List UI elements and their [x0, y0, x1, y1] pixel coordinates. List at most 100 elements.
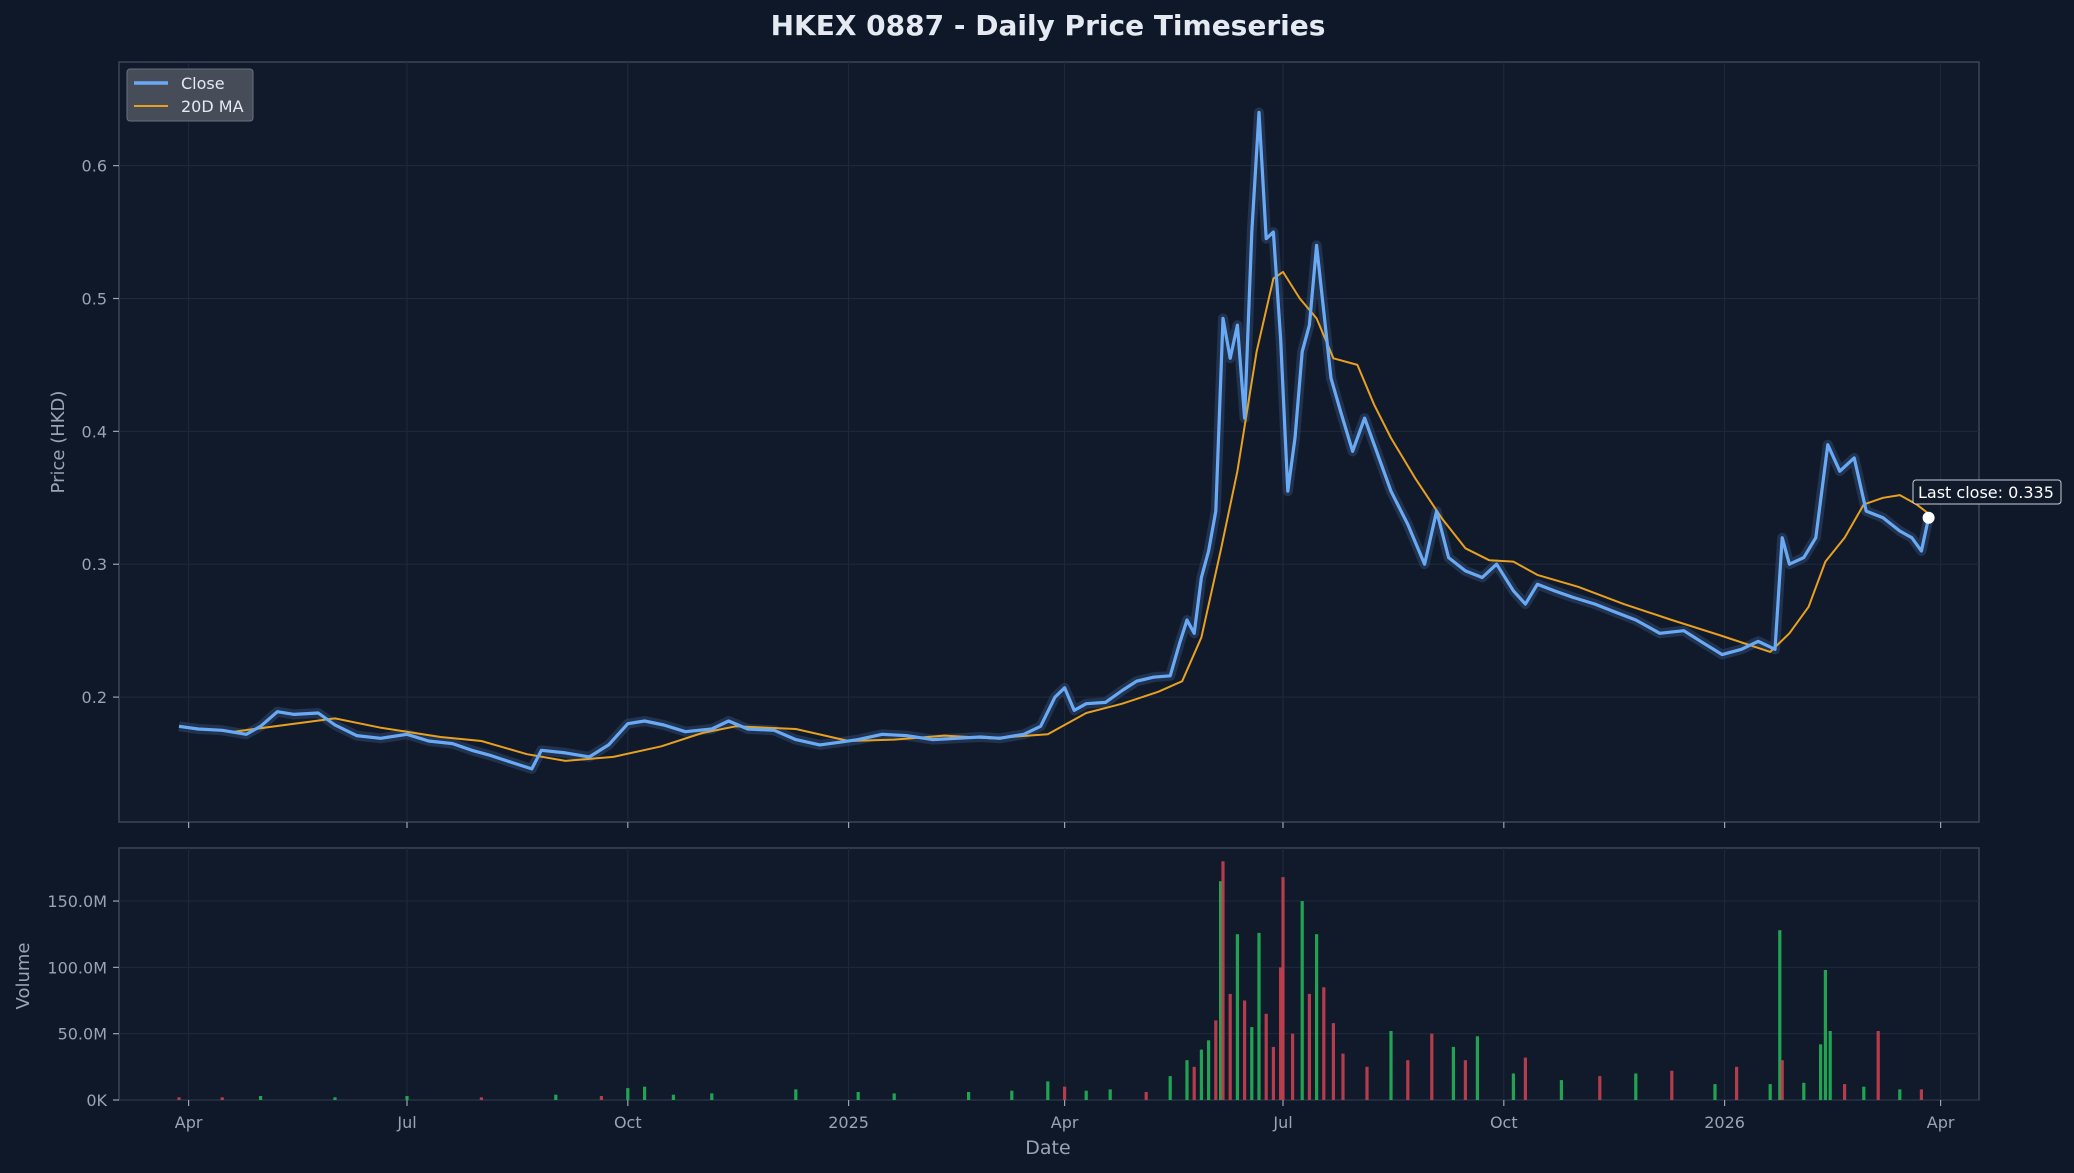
volume-grid — [119, 848, 1979, 1101]
volume-bar — [1264, 1013, 1268, 1100]
volume-bar — [1243, 1000, 1247, 1100]
volume-bar — [710, 1093, 714, 1100]
volume-bar — [1063, 1086, 1067, 1100]
price-y-axis-label: Price (HKD) — [48, 391, 69, 494]
volume-y-tick-label: 0K — [86, 1091, 107, 1110]
volume-bar — [1307, 993, 1311, 1100]
volume-bar — [1365, 1066, 1369, 1100]
x-axis-label: Date — [1025, 1137, 1070, 1159]
volume-bar — [1084, 1090, 1088, 1100]
volume-x-ticks: Apr Jul Oct 2025 Apr Jul Oct 2026 Apr — [175, 1100, 1955, 1132]
volume-bar — [643, 1086, 647, 1100]
price-panel — [118, 61, 1980, 823]
volume-bar — [1279, 967, 1283, 1100]
volume-bar — [892, 1093, 896, 1100]
volume-bar — [1406, 1060, 1410, 1100]
x-tick-label: Oct — [614, 1113, 642, 1132]
volume-bar — [1768, 1084, 1772, 1100]
price-y-ticks: 0.2 0.3 0.4 0.5 0.6 — [82, 157, 119, 707]
volume-bar — [1819, 1044, 1823, 1100]
volume-bar — [1250, 1027, 1254, 1100]
volume-bar — [1802, 1082, 1806, 1100]
volume-y-tick-label: 100.0M — [47, 958, 107, 977]
volume-bar — [599, 1096, 603, 1100]
volume-bar — [1876, 1031, 1880, 1100]
volume-bar — [554, 1094, 558, 1100]
volume-bar — [1257, 932, 1261, 1100]
x-tick-label: Apr — [1051, 1113, 1079, 1132]
volume-bar — [259, 1096, 263, 1100]
volume-bar — [1315, 934, 1319, 1100]
volume-bar — [1291, 1033, 1295, 1100]
x-tick-label: 2025 — [828, 1113, 869, 1132]
x-tick-label: 2026 — [1704, 1113, 1745, 1132]
volume-bar — [1322, 987, 1326, 1100]
legend-ma-label: 20D MA — [181, 97, 244, 116]
x-tick-label: Apr — [175, 1113, 203, 1132]
volume-bar — [1221, 861, 1225, 1100]
volume-bar — [1843, 1084, 1847, 1100]
volume-bar — [1300, 901, 1304, 1100]
volume-bar — [405, 1096, 409, 1100]
volume-bar — [220, 1097, 224, 1100]
volume-bar — [1511, 1073, 1515, 1100]
price-y-tick-label: 0.4 — [82, 422, 107, 441]
volume-bar — [967, 1092, 971, 1100]
volume-bar — [1207, 1040, 1211, 1100]
volume-bar — [1634, 1073, 1638, 1100]
price-y-tick-label: 0.2 — [82, 688, 107, 707]
volume-bar — [1108, 1089, 1112, 1100]
volume-bar — [1919, 1089, 1923, 1100]
price-y-tick-label: 0.3 — [82, 555, 107, 574]
volume-bar — [856, 1092, 860, 1100]
volume-bar — [1475, 1036, 1479, 1100]
last-close-annotation: Last close: 0.335 — [1912, 479, 2062, 524]
volume-y-tick-label: 150.0M — [47, 892, 107, 911]
volume-bar — [1168, 1076, 1172, 1100]
volume-bar — [1271, 1046, 1275, 1100]
volume-bar — [1185, 1060, 1189, 1100]
volume-bar — [1559, 1080, 1563, 1100]
last-close-box — [1912, 479, 2062, 505]
volume-bar — [1010, 1090, 1014, 1100]
price-x-ticks — [188, 822, 1942, 828]
volume-bar — [671, 1094, 675, 1100]
volume-bar — [1214, 1020, 1218, 1100]
volume-panel — [118, 847, 1980, 1101]
volume-bar — [1898, 1089, 1902, 1100]
x-tick-label: Oct — [1490, 1113, 1518, 1132]
volume-bar — [1828, 1031, 1832, 1100]
volume-bar — [1523, 1057, 1527, 1100]
volume-bar — [626, 1088, 630, 1100]
volume-bar — [1598, 1076, 1602, 1100]
volume-bar — [1780, 1060, 1784, 1100]
legend: Close 20D MA — [126, 68, 254, 122]
volume-bar — [1219, 881, 1223, 1100]
volume-bars — [177, 861, 1923, 1100]
x-tick-label: Jul — [396, 1113, 416, 1132]
legend-close-label: Close — [181, 74, 225, 93]
volume-y-tick-label: 50.0M — [58, 1025, 107, 1044]
volume-y-axis-label: Volume — [13, 943, 34, 1010]
volume-bar — [794, 1089, 798, 1100]
chart-title: HKEX 0887 - Daily Price Timeseries — [771, 9, 1326, 42]
volume-bar — [1451, 1046, 1455, 1100]
volume-bar — [1144, 1092, 1148, 1100]
volume-y-ticks: 0K 50.0M 100.0M 150.0M — [47, 892, 119, 1110]
volume-bar — [1735, 1066, 1739, 1100]
volume-bar — [1670, 1070, 1674, 1100]
volume-bar — [1228, 993, 1232, 1100]
volume-bar — [333, 1097, 337, 1100]
volume-bar — [479, 1097, 483, 1100]
volume-bar — [1430, 1033, 1434, 1100]
volume-bar — [1281, 877, 1285, 1100]
price-y-tick-label: 0.6 — [82, 157, 107, 176]
volume-bar — [1713, 1084, 1717, 1100]
volume-bar — [1778, 930, 1782, 1100]
volume-bar — [1192, 1066, 1196, 1100]
volume-bar — [1823, 970, 1827, 1100]
volume-bar — [1862, 1086, 1866, 1100]
last-close-marker — [1922, 511, 1935, 524]
price-grid — [119, 62, 1979, 822]
